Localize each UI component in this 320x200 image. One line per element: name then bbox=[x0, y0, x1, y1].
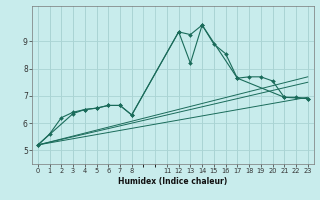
X-axis label: Humidex (Indice chaleur): Humidex (Indice chaleur) bbox=[118, 177, 228, 186]
